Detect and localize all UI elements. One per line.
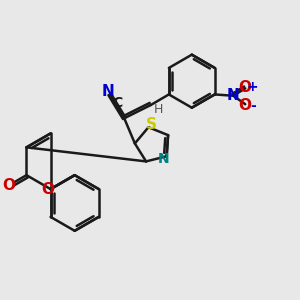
Text: N: N: [158, 152, 169, 167]
Text: -: -: [250, 99, 256, 112]
Text: O: O: [239, 98, 252, 113]
Text: O: O: [239, 80, 252, 94]
Text: N: N: [101, 84, 114, 99]
Text: C: C: [112, 96, 122, 110]
Text: O: O: [2, 178, 15, 193]
Text: H: H: [154, 103, 163, 116]
Text: O: O: [41, 182, 54, 196]
Text: S: S: [146, 117, 157, 132]
Text: N: N: [227, 88, 240, 103]
Text: +: +: [247, 80, 259, 94]
